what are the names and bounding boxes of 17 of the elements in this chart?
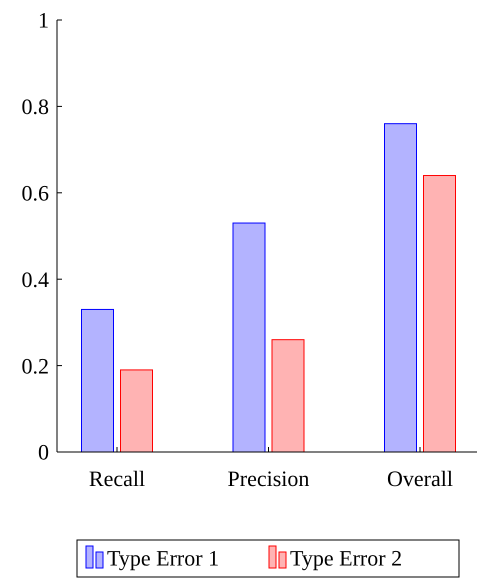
- x-tick-label: Precision: [228, 466, 310, 491]
- y-tick-label: 0.2: [22, 353, 49, 378]
- bar: [81, 308, 114, 452]
- y-tick-label: 0: [38, 440, 49, 465]
- x-tick-label: Recall: [88, 466, 146, 491]
- bar: [423, 175, 456, 452]
- y-tick-label: 0.6: [22, 180, 49, 206]
- bar: [120, 369, 153, 452]
- y-tick-label: 1: [38, 8, 49, 33]
- x-tick-label: Overall: [387, 466, 453, 491]
- bar: [272, 339, 304, 452]
- y-tick-label: 0.8: [22, 94, 49, 120]
- bar: [384, 123, 417, 452]
- y-tick-label: 0.4: [22, 266, 49, 292]
- legend-label: Type Error 1: [107, 546, 220, 571]
- bar: [232, 222, 266, 452]
- legend-label: Type Error 2: [290, 546, 402, 571]
